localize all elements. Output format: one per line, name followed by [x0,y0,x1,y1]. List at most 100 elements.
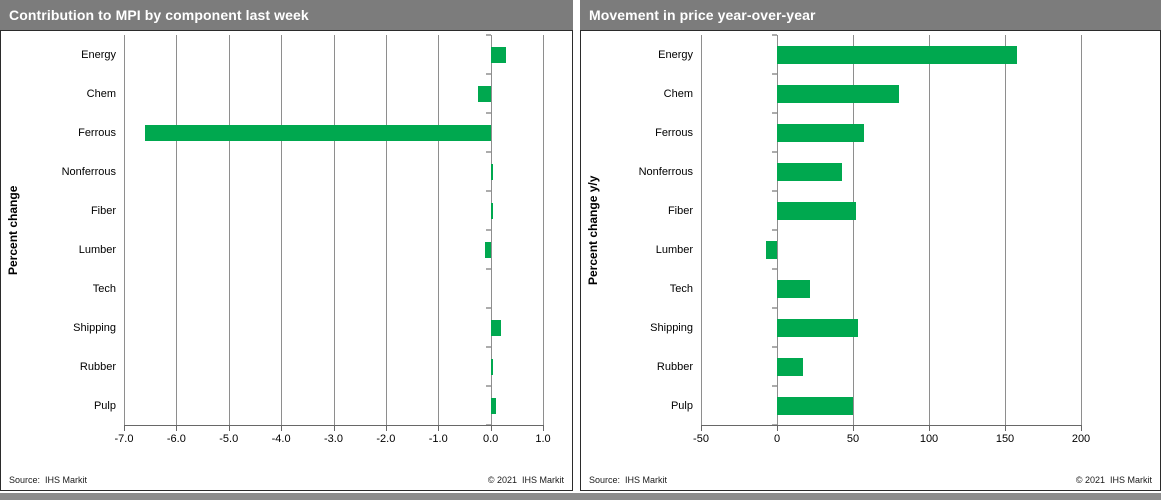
bar-fiber [777,201,857,220]
gridline [281,35,283,425]
x-tick-label: -7.0 [114,433,134,445]
x-tick-label: 150 [995,433,1015,445]
bar-rubber [777,357,803,376]
bar-lumber [766,240,777,259]
zero-line-tick [772,385,777,387]
chart-title-bar: Contribution to MPI by component last we… [0,0,573,30]
chart-footer: Source: IHS Markit © 2021 IHS Markit [589,473,1152,485]
gridline [853,35,854,425]
category-label: Tech [92,282,116,295]
bar-pulp [777,396,853,415]
bar-shipping [777,318,858,337]
x-tick-label: 0.0 [482,433,499,445]
category-label: Pulp [670,399,693,412]
x-axis-tick [333,425,335,431]
gridline [176,35,178,425]
x-axis-tick [438,425,440,431]
category-label: Tech [669,282,693,295]
x-axis-tick [281,425,283,431]
zero-line-tick [772,112,777,114]
bar-energy [777,45,1018,64]
x-tick-label: 200 [1071,433,1091,445]
category-label: Shipping [73,321,116,334]
zero-line-tick [772,268,777,270]
zero-line-tick [772,229,777,231]
x-tick-label: -6.0 [166,433,186,445]
x-tick-label: -2.0 [376,433,396,445]
bar-lumber [485,241,491,258]
bar-ferrous [777,123,864,142]
x-axis-line [124,425,543,426]
bar-pulp [490,397,496,414]
gridline [543,35,544,425]
bar-chem [777,84,899,103]
bar-nonferrous [490,163,494,180]
source-note: Source: IHS Markit [589,475,668,485]
bar-rubber [490,358,494,375]
bar-energy [490,46,507,63]
category-label: Rubber [79,360,116,373]
bar-ferrous [144,124,491,141]
x-axis-tick [228,425,230,431]
x-axis-tick [543,425,544,431]
zero-line-tick [772,190,777,192]
x-tick-label: 50 [846,433,860,445]
zero-line-tick [485,34,491,36]
x-axis-tick [853,425,854,431]
category-label: Nonferrous [638,165,693,178]
zero-line-tick [485,385,491,387]
x-tick-label: 1.0 [535,433,551,445]
chart-title-bar: Movement in price year-over-year [580,0,1161,30]
chart-area: Percent change -7.0 -6.0 -5.0 -4.0 -3.0 -2.0-… [0,30,573,491]
category-label: Shipping [650,321,693,334]
category-label: Lumber [655,243,693,256]
chart-title: Movement in price year-over-year [589,7,816,23]
gridline [333,35,335,425]
x-tick-label: -3.0 [324,433,343,445]
zero-line-tick [772,73,777,75]
zero-line-tick [485,151,491,153]
gridline [438,35,440,425]
bar-shipping [490,319,502,336]
zero-line-tick [772,346,777,348]
bar-chem [477,85,491,102]
x-axis-tick [929,425,930,431]
chart-area: Percent change y/y -50 0 50 100 150 200 Energy… [580,30,1161,491]
chart-title: Contribution to MPI by component last we… [9,7,309,23]
x-axis-tick [385,425,387,431]
bar-tech [777,279,811,298]
gridline [1081,35,1082,425]
gridline [777,35,778,425]
category-label: Chem [663,87,693,100]
source-note: Source: IHS Markit [9,475,88,485]
chart-panel-mpi-contribution: Contribution to MPI by component last we… [0,0,573,491]
zero-line-tick [772,307,777,309]
bar-nonferrous [777,162,843,181]
category-label: Nonferrous [61,165,116,178]
gridline [490,35,492,425]
x-axis-tick [124,425,125,431]
x-tick-label: 100 [919,433,939,445]
gridline [1005,35,1006,425]
category-label: Energy [658,48,693,61]
gridline [385,35,387,425]
plot-area: -7.0 -6.0 -5.0 -4.0 -3.0 -2.0 -1.0 0.0 1.0 Energy… [62,34,551,445]
gridline [124,35,125,425]
bottom-separator-bar [0,493,1161,500]
copyright-note: © 2021 IHS Markit [1075,475,1152,485]
category-label: Fiber [90,204,116,217]
zero-line-tick [485,112,491,114]
chart-footer: Source: IHS Markit © 2021 IHS Markit [9,473,564,485]
x-tick-label: -4.0 [271,433,291,445]
zero-line-tick [485,346,491,348]
x-tick-label: 0 [773,433,781,445]
zero-line-tick [485,190,491,192]
x-tick-label: -5.0 [219,433,239,445]
category-label: Ferrous [655,126,693,139]
x-axis-tick [176,425,178,431]
x-axis-tick [701,425,702,431]
x-axis-tick [777,425,778,431]
gridline [228,35,230,425]
zero-line-tick [485,229,491,231]
